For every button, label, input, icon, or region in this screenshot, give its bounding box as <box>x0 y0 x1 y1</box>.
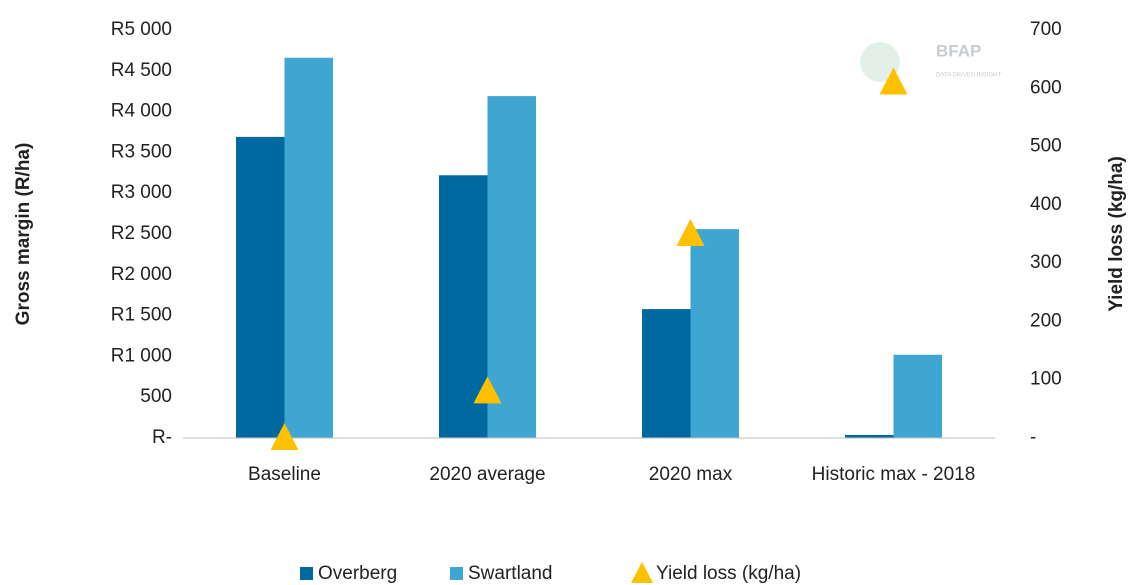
y2-tick-label: 600 <box>1030 77 1062 98</box>
legend-label: Yield loss (kg/ha) <box>656 563 801 584</box>
yield-marker <box>473 376 502 404</box>
yield-marker <box>270 423 299 450</box>
y2-tick-label: 300 <box>1030 252 1062 273</box>
y-tick-label: R5 000 <box>111 19 172 40</box>
yield-marker <box>879 67 908 95</box>
legend-swatch <box>631 562 653 583</box>
logo-tagline: DATA DRIVEN INSIGHT <box>936 73 1001 79</box>
logo-name: BFAP <box>936 41 981 60</box>
legend-swatch <box>450 567 463 580</box>
y-tick-label: R4 500 <box>111 60 172 81</box>
y-tick-label: R1 000 <box>111 345 172 366</box>
x-tick-label-box: 2020 max <box>648 464 733 485</box>
y2-tick-label: 100 <box>1030 369 1062 390</box>
y2-axis-title: Yield loss (kg/ha) <box>1106 156 1127 312</box>
legend-swatch <box>300 567 313 580</box>
y-axis-title: Gross margin (R/ha) <box>13 143 34 326</box>
x-tick-label-box: Baseline <box>248 464 321 485</box>
y2-tick-label: 500 <box>1030 136 1062 157</box>
bar <box>487 96 536 438</box>
y2-tick-label: 200 <box>1030 310 1062 331</box>
y2-tick-label: 700 <box>1030 19 1062 40</box>
bar <box>845 434 894 438</box>
bar <box>284 57 333 439</box>
x-tick-label-box: Historic max - 2018 <box>811 464 976 485</box>
legend-label: Swartland <box>468 563 553 584</box>
x-tick-label: Historic max - 2018 <box>811 464 976 485</box>
x-tick-label-box: 2020 average <box>429 464 546 485</box>
bar <box>642 309 691 438</box>
y-tick-label: R- <box>152 427 172 448</box>
logo-icon <box>860 42 900 82</box>
y-tick-label: R3 500 <box>111 141 172 162</box>
y-tick-label: R4 000 <box>111 101 172 122</box>
y2-tick-label: 400 <box>1030 194 1062 215</box>
y-tick-label: 500 <box>140 386 172 407</box>
x-tick-label: 2020 average <box>429 464 546 485</box>
y-tick-label: R3 000 <box>111 182 172 203</box>
y-tick-label: R1 500 <box>111 305 172 326</box>
bar <box>690 229 739 438</box>
yield-marker <box>676 219 705 246</box>
y-tick-label: R2 500 <box>111 223 172 244</box>
x-tick-label: Baseline <box>248 464 321 485</box>
y2-tick-label: - <box>1030 427 1036 448</box>
legend-label: Overberg <box>318 563 397 584</box>
logo: BFAP DATA DRIVEN INSIGHT <box>860 41 1001 82</box>
y-tick-label: R2 000 <box>111 264 172 285</box>
bar <box>893 354 942 438</box>
x-tick-label: 2020 max <box>648 464 733 485</box>
bar <box>236 136 285 438</box>
